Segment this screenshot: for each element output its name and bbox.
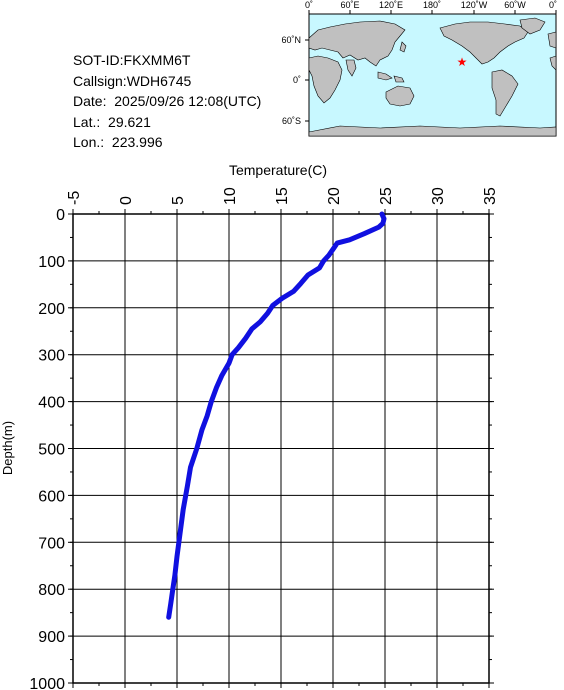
lat-label: Lat.: [73, 113, 101, 130]
y-tick-label: 900 [38, 629, 65, 646]
x-tick-label: 5 [170, 196, 187, 205]
temperature-depth-chart: -5 0 5 10 15 20 25 30 35 01002003004005006007008… [0, 162, 499, 690]
map-top-tick-labels: 0˚ 60˚E 120˚E 180˚ 120˚W 60˚W 0˚ [305, 0, 557, 10]
y-tick-label: 500 [38, 442, 65, 459]
lon-label: Lon.: [73, 134, 105, 150]
date-label: Date: [73, 93, 107, 109]
chart-grid [68, 209, 494, 688]
y-tick-label: 300 [38, 348, 65, 365]
date-row: Date: 2025/09/26 12:08(UTC) [73, 91, 261, 112]
map-top-tick-3: 180˚ [423, 0, 441, 10]
map-top-tick-0: 0˚ [305, 0, 313, 10]
y-tick-label: 0 [56, 207, 65, 224]
x-tick-label: 0 [118, 196, 135, 205]
float-info: SOT-ID:FKXMM6T Callsign:WDH6745 Date: 20… [73, 50, 261, 153]
map-land [308, 17, 557, 137]
x-tick-label: -5 [66, 191, 83, 205]
y-tick-label: 1000 [29, 676, 65, 690]
map-left-tick-2: 60˚S [282, 116, 301, 126]
x-tick-label: 15 [274, 187, 291, 205]
x-tick-label: 10 [222, 187, 239, 205]
x-tick-labels: -5 0 5 10 15 20 25 30 35 [66, 187, 499, 205]
map-left-tick-1: 0˚ [293, 75, 301, 85]
lat-row: Lat.: 29.621 [73, 112, 261, 133]
map-top-tick-2: 120˚E [379, 0, 403, 10]
x-axis-label: Temperature(C) [229, 162, 327, 178]
map-left-tick-0: 60˚N [281, 35, 301, 45]
y-tick-label: 400 [38, 395, 65, 412]
sot-id: SOT-ID:FKXMM6T [73, 52, 191, 68]
date-value: 2025/09/26 12:08(UTC) [114, 93, 262, 109]
callsign: Callsign:WDH6745 [73, 72, 192, 89]
y-tick-label: 600 [38, 488, 65, 505]
location-marker-star: ★ [457, 55, 468, 69]
map-top-tick-6: 0˚ [549, 0, 557, 10]
y-axis-label: Depth(m) [0, 421, 15, 475]
y-tick-labels: 0 100 200 300 400 500 600 700 800 900 1000 [29, 207, 65, 690]
map-left-tick-labels: 60˚N 0˚ 60˚S [281, 35, 301, 126]
x-tick-label: 30 [430, 187, 447, 205]
y-tick-label: 700 [38, 535, 65, 552]
map-top-tick-5: 60˚W [504, 0, 526, 10]
x-tick-label: 35 [482, 187, 499, 205]
map-top-tick-4: 120˚W [461, 0, 488, 10]
location-map: 0˚ 60˚E 120˚E 180˚ 120˚W 60˚W 0˚ 60˚N 0˚… [0, 0, 564, 150]
lat-value: 29.621 [108, 113, 151, 130]
plot-frame [72, 213, 490, 684]
map-ticks [305, 10, 557, 122]
lon-value: 223.996 [111, 134, 163, 150]
y-tick-label: 200 [38, 301, 65, 318]
y-tick-label: 100 [38, 254, 65, 271]
y-tick-label: 800 [38, 582, 65, 599]
lon-row: Lon.: 223.996 [73, 132, 261, 153]
x-tick-label: 25 [378, 187, 395, 205]
x-tick-label: 20 [326, 187, 343, 205]
map-top-tick-1: 60˚E [340, 0, 359, 10]
temperature-profile-line [166, 211, 387, 620]
